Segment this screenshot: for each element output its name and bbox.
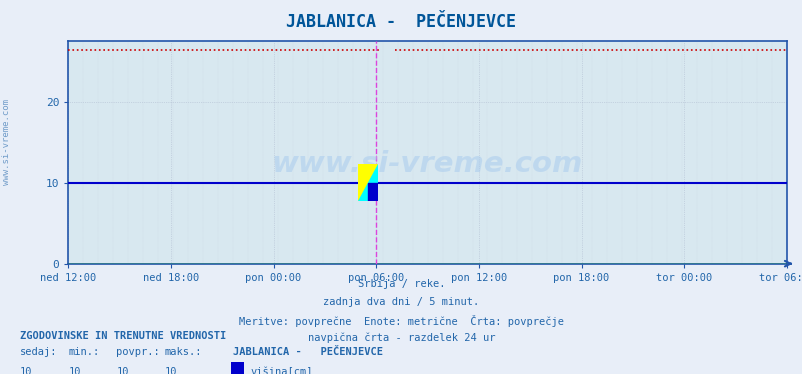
Text: www.si-vreme.com: www.si-vreme.com [272,150,582,178]
Text: 10: 10 [68,367,81,374]
Text: 10: 10 [164,367,177,374]
Text: navpična črta - razdelek 24 ur: navpična črta - razdelek 24 ur [307,332,495,343]
Text: 10: 10 [116,367,129,374]
Text: zadnja dva dni / 5 minut.: zadnja dva dni / 5 minut. [323,297,479,307]
Polygon shape [358,164,378,202]
Text: JABLANICA -  PEČENJEVCE: JABLANICA - PEČENJEVCE [286,13,516,31]
Text: 10: 10 [20,367,33,374]
Text: min.:: min.: [68,347,99,357]
Polygon shape [368,183,378,202]
Text: ZGODOVINSKE IN TRENUTNE VREDNOSTI: ZGODOVINSKE IN TRENUTNE VREDNOSTI [20,331,226,341]
Text: višina[cm]: višina[cm] [250,367,313,374]
Text: povpr.:: povpr.: [116,347,160,357]
Text: Meritve: povprečne  Enote: metrične  Črta: povprečje: Meritve: povprečne Enote: metrične Črta:… [239,315,563,327]
Text: Srbija / reke.: Srbija / reke. [358,279,444,289]
Polygon shape [358,164,378,202]
Text: www.si-vreme.com: www.si-vreme.com [2,99,11,185]
Text: sedaj:: sedaj: [20,347,58,357]
Text: maks.:: maks.: [164,347,202,357]
Text: JABLANICA -   PEČENJEVCE: JABLANICA - PEČENJEVCE [233,347,383,357]
